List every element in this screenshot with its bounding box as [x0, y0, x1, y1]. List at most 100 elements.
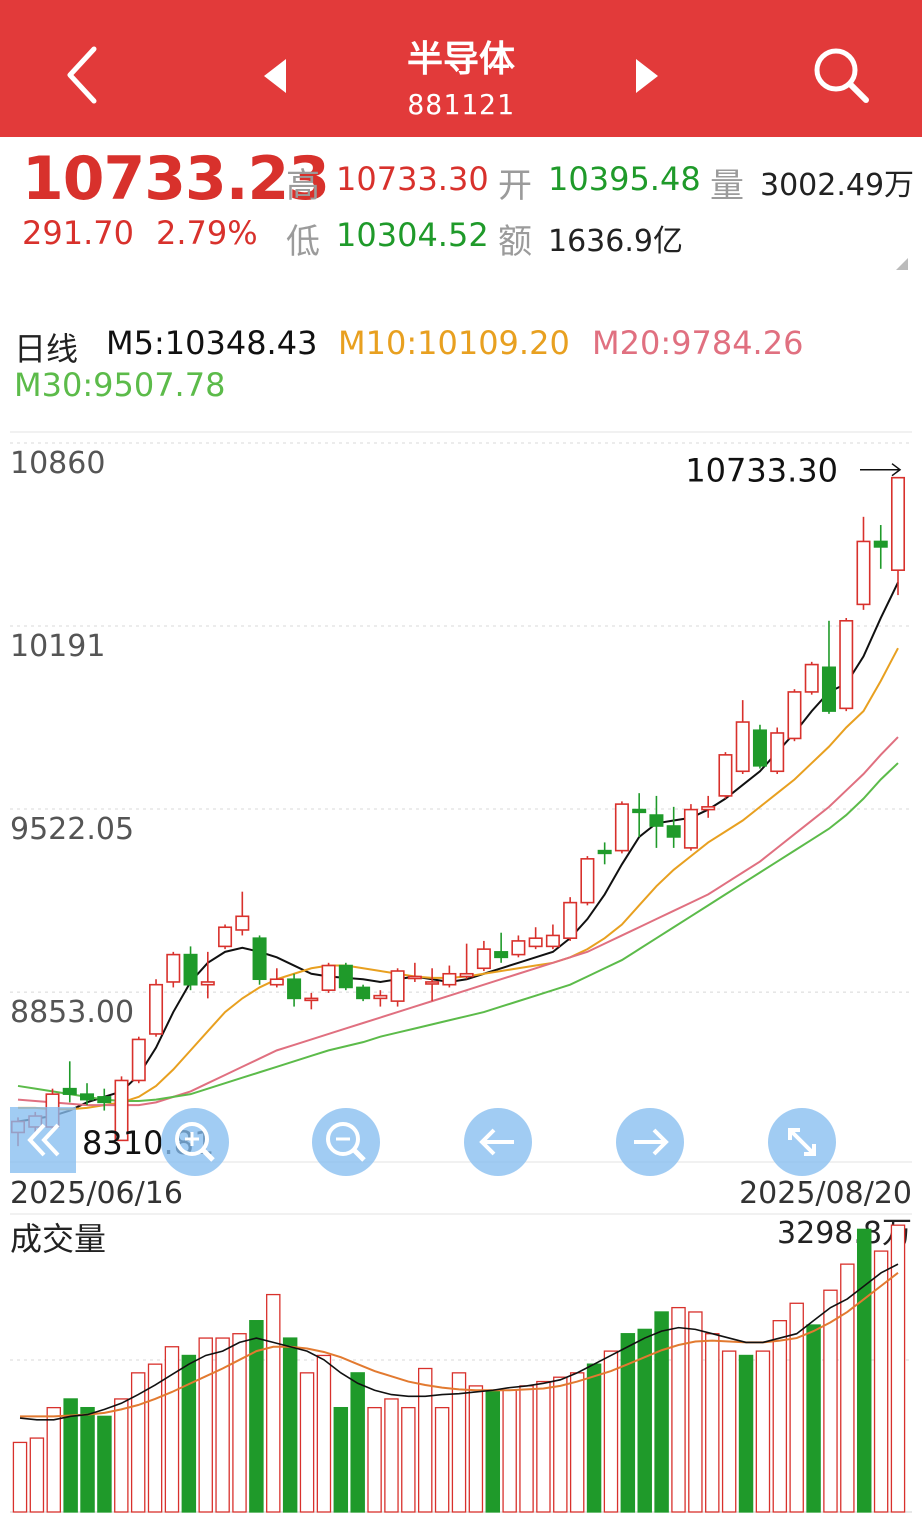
candle-body — [459, 972, 474, 978]
volume-bar — [80, 1406, 95, 1513]
volume-bar — [367, 1406, 382, 1513]
price-change-percent: 2.79% — [156, 214, 258, 252]
candle-body — [821, 666, 836, 712]
volume-bar — [873, 1250, 889, 1513]
candle-body — [545, 934, 560, 948]
price-tick-label: 8853.00 — [10, 995, 134, 1030]
volume-bar — [603, 1350, 619, 1513]
candle-body — [563, 901, 578, 939]
ma10-legend: M10:10109.20 — [338, 324, 570, 362]
triangle-left-icon — [264, 59, 286, 93]
zoom-out-button[interactable] — [312, 1108, 380, 1176]
zoom-in-button[interactable] — [161, 1108, 229, 1176]
candle-body — [494, 951, 509, 959]
volume-max-label: 3298.8万 — [777, 1216, 912, 1251]
candle-body — [666, 825, 681, 838]
open-label: 开 — [498, 166, 532, 206]
back-button[interactable] — [52, 40, 112, 110]
candle-body — [62, 1087, 77, 1095]
volume-bar — [232, 1333, 247, 1513]
amount-label: 额 — [498, 222, 532, 262]
low-value: 10304.52 — [336, 216, 489, 254]
candle-body — [701, 806, 716, 811]
price-change: 291.70 — [22, 214, 134, 252]
volume-bar — [840, 1263, 855, 1513]
volume-bar — [536, 1380, 551, 1513]
candle-body — [735, 721, 750, 773]
candle-body — [373, 994, 388, 1000]
volume-bar — [671, 1306, 686, 1513]
candle-body — [528, 937, 543, 948]
fullscreen-icon — [788, 1128, 816, 1156]
volume-bar — [147, 1363, 163, 1513]
kline-period[interactable]: 日线 — [14, 330, 79, 368]
volume-bar — [198, 1337, 213, 1513]
candle-body — [200, 981, 215, 986]
zoom-in-icon — [175, 1122, 215, 1162]
price-tick-label: 10860 — [10, 446, 105, 481]
arrow-right-icon — [634, 1128, 669, 1156]
candle-body — [390, 970, 405, 1002]
open-value: 10395.48 — [548, 160, 701, 198]
candle-body — [718, 754, 733, 797]
next-sector-button[interactable] — [628, 56, 664, 96]
scroll-left-button[interactable] — [10, 1107, 76, 1173]
candle-body — [269, 978, 284, 986]
candle-body — [804, 663, 819, 693]
candle-body — [511, 940, 526, 956]
candle-body — [752, 729, 767, 767]
volume-bar — [215, 1337, 230, 1513]
amount-value: 1636.9亿 — [548, 224, 683, 259]
candle-body — [425, 981, 440, 985]
max-arrow-head — [891, 463, 902, 477]
volume-bar — [789, 1302, 804, 1513]
low-label: 低 — [286, 222, 320, 262]
expand-corner-icon[interactable] — [896, 258, 908, 270]
candle-body — [287, 978, 302, 1000]
ma-line-m30 — [17, 762, 899, 1102]
candle-body — [218, 926, 233, 948]
volume-label: 量 — [710, 166, 744, 206]
volume-bar — [434, 1406, 450, 1513]
app-header: 半导体 881121 — [0, 0, 922, 137]
candle-body — [166, 953, 181, 983]
price-tick-label: 9522.05 — [10, 812, 134, 847]
volume-bar — [29, 1437, 45, 1513]
candle-body — [839, 619, 854, 710]
candle-body — [235, 915, 250, 931]
candle-body — [476, 948, 491, 970]
candle-body — [97, 1096, 112, 1104]
zoom-out-icon — [326, 1122, 366, 1162]
candle-body — [632, 808, 647, 814]
volume-bar — [485, 1389, 501, 1513]
pan-left-button[interactable] — [464, 1108, 532, 1176]
volume-bar — [63, 1398, 78, 1513]
volume-bar — [519, 1385, 534, 1513]
volume-bar — [738, 1354, 754, 1513]
page-title: 半导体 — [406, 39, 515, 80]
candle-body — [356, 986, 371, 1000]
candle-body — [683, 808, 698, 849]
volume-bar — [755, 1350, 771, 1513]
candle-body — [597, 849, 612, 855]
search-button[interactable] — [806, 40, 876, 110]
volume-bar — [114, 1398, 129, 1513]
volume-bar — [772, 1320, 788, 1513]
volume-ma-line-2 — [20, 1272, 899, 1418]
volume-title: 成交量 — [10, 1220, 106, 1258]
pan-right-button[interactable] — [616, 1108, 684, 1176]
candle-body — [856, 540, 871, 606]
volume-bar — [451, 1372, 467, 1513]
volume-bar — [620, 1333, 636, 1513]
prev-sector-button[interactable] — [258, 56, 294, 96]
volume-bar — [569, 1372, 585, 1513]
fullscreen-button[interactable] — [768, 1108, 836, 1176]
volume-bar — [705, 1333, 720, 1513]
candle-body — [321, 964, 336, 991]
candle-body — [580, 858, 595, 904]
volume-bar — [164, 1346, 180, 1513]
candle-body — [770, 732, 785, 773]
candle-body — [787, 691, 802, 740]
volume-bar — [316, 1354, 332, 1513]
candle-body — [304, 997, 319, 1002]
